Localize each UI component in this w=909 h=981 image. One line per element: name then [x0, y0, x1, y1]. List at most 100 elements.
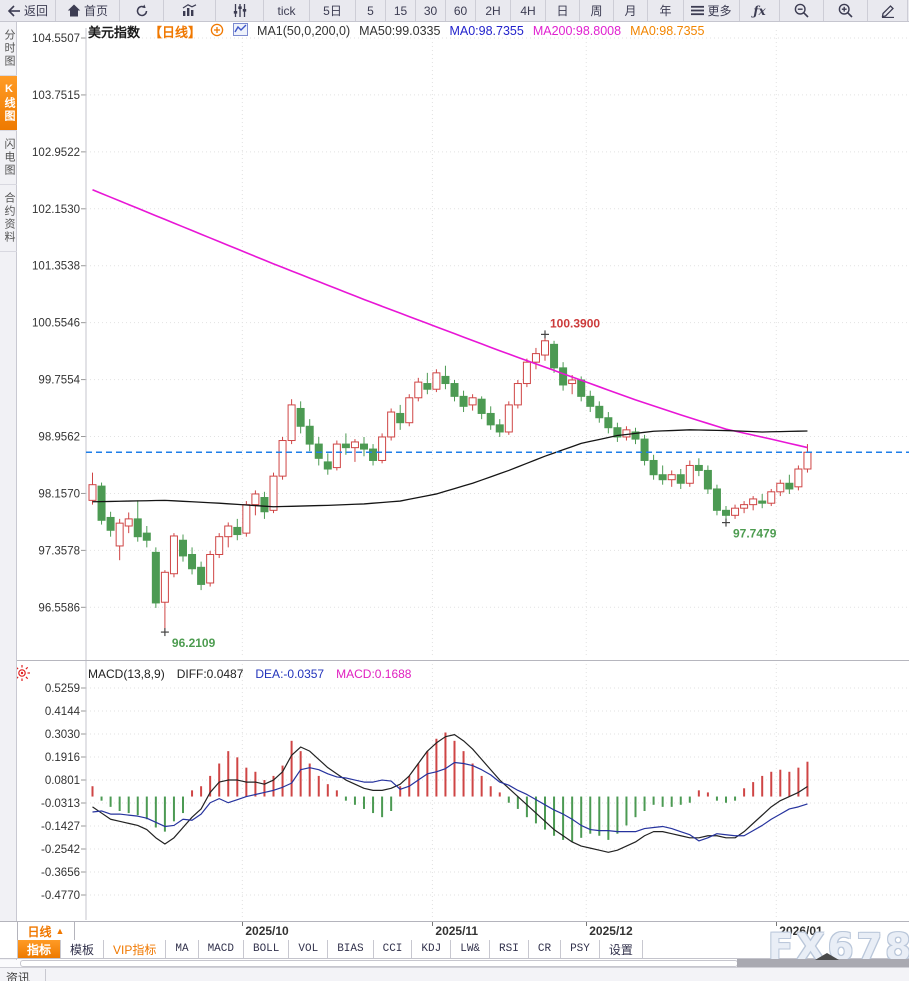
ma0-blue-value: MA0:98.7355: [449, 24, 524, 38]
toolbar-tick-button[interactable]: tick: [264, 0, 310, 21]
toolbar-week-button[interactable]: 周: [580, 0, 614, 21]
toolbar-m5-button[interactable]: 5: [356, 0, 386, 21]
svg-text:-0.3656: -0.3656: [41, 867, 80, 879]
indicator-tab-CR[interactable]: CR: [529, 940, 562, 958]
toolbar-home-button[interactable]: 首页: [56, 0, 120, 21]
grid-lines: [17, 28, 909, 920]
top-toolbar: 返回 首页 tick 5日 5 15 30 60 2H 4H 日 周 月 年 更多 ƒx: [0, 0, 909, 22]
add-indicator-icon[interactable]: [210, 23, 224, 40]
svg-text:-0.4770: -0.4770: [41, 890, 80, 902]
toolbar-home-label: 首页: [83, 4, 108, 18]
svg-text:104.5507: 104.5507: [32, 33, 80, 45]
sidebar-tab-3[interactable]: 合约资料: [0, 185, 17, 252]
toolbar-m15-label: 15: [393, 3, 408, 18]
svg-text:-0.0313: -0.0313: [41, 798, 80, 810]
x-axis-tick: [586, 922, 588, 926]
indicator-settings-icon: [233, 4, 247, 17]
candlesticks: [88, 334, 812, 633]
indicator-tab-BIAS[interactable]: BIAS: [328, 940, 374, 958]
toolbar-fx-button[interactable]: ƒx: [740, 0, 780, 21]
collapse-arrow-icon[interactable]: [815, 953, 839, 960]
toolbar-zoom-out-icon[interactable]: [780, 0, 824, 21]
svg-text:102.9522: 102.9522: [32, 147, 80, 159]
indicator-tab-RSI[interactable]: RSI: [490, 940, 529, 958]
toolbar-zoom-in-icon[interactable]: [824, 0, 868, 21]
x-axis-tick: [242, 922, 244, 926]
svg-text:0.4144: 0.4144: [45, 706, 81, 718]
toolbar-back-button[interactable]: 返回: [0, 0, 56, 21]
indicator-tab-VOL[interactable]: VOL: [289, 940, 329, 958]
indicator-tab-LW&[interactable]: LW&: [451, 940, 491, 958]
indicator-tab-MACD[interactable]: MACD: [199, 940, 244, 958]
home-icon: [67, 4, 81, 17]
indicator-tab-指标[interactable]: 指标: [17, 940, 62, 958]
indicator-tab-BOLL[interactable]: BOLL: [244, 940, 290, 958]
svg-text:0.1916: 0.1916: [45, 752, 80, 764]
indicator-tab-设置[interactable]: 设置: [600, 940, 643, 958]
toolbar-year-button[interactable]: 年: [648, 0, 684, 21]
period-label: 【日线】: [149, 24, 202, 40]
chart-type-sidebar: 分时图 K线图 闪电图 合约资料: [0, 22, 17, 980]
toolbar-m60-button[interactable]: 60: [446, 0, 476, 21]
toolbar-h4-button[interactable]: 4H: [511, 0, 546, 21]
toolbar-month-button[interactable]: 月: [614, 0, 648, 21]
macd-dea-line: [92, 761, 808, 842]
toolbar-back-label: 返回: [23, 4, 48, 18]
indicator-tab-MA[interactable]: MA: [166, 940, 199, 958]
price-annotations: 100.3900 96.2109 97.7479: [160, 316, 777, 650]
indicator-tab-模板[interactable]: 模板: [61, 940, 105, 958]
toolbar-more-button[interactable]: 更多: [684, 0, 740, 21]
toolbar-chart-style-icon[interactable]: [164, 0, 216, 21]
sidebar-tab-2[interactable]: 闪电图: [0, 131, 17, 185]
chart-hscrollbar[interactable]: [0, 953, 909, 967]
period-dropdown[interactable]: 日线 ▲: [17, 922, 75, 940]
svg-text:98.1570: 98.1570: [38, 488, 80, 500]
macd-macd-value: MACD:0.1688: [336, 667, 412, 681]
macd-diff-value: DIFF:0.0487: [176, 667, 244, 681]
sidebar-tab-1[interactable]: K线图: [0, 76, 17, 131]
ma0-orange-value: MA0:98.7355: [630, 24, 705, 38]
toolbar-day-button[interactable]: 日: [546, 0, 580, 21]
toolbar-indicator-settings-icon[interactable]: [216, 0, 264, 21]
sidebar-tab-0[interactable]: 分时图: [0, 22, 17, 76]
toolbar-m30-label: 30: [423, 3, 438, 18]
toolbar-m15-button[interactable]: 15: [386, 0, 416, 21]
toolbar-h2-button[interactable]: 2H: [476, 0, 511, 21]
svg-text:0.3030: 0.3030: [45, 729, 80, 741]
toolbar-5d-button[interactable]: 5日: [310, 0, 356, 21]
svg-text:102.1530: 102.1530: [32, 204, 80, 216]
x-axis-tick: [776, 922, 778, 926]
toolbar-month-label: 月: [624, 4, 637, 18]
svg-text:97.7479: 97.7479: [733, 527, 777, 541]
ma50-value: MA50:99.0335: [359, 24, 441, 38]
news-tab[interactable]: 资讯: [0, 969, 46, 981]
x-axis-label: 2026/01: [779, 924, 823, 938]
indicator-tab-CCI[interactable]: CCI: [374, 940, 413, 958]
indicator-tab-KDJ[interactable]: KDJ: [412, 940, 452, 958]
toolbar-5d-label: 5日: [323, 4, 342, 18]
indicator-tab-VIP指标[interactable]: VIP指标: [104, 940, 167, 958]
mini-chart-icon[interactable]: [233, 23, 249, 39]
toolbar-m30-button[interactable]: 30: [416, 0, 446, 21]
period-dropdown-label: 日线: [27, 924, 52, 939]
macd-dea-value: DEA:-0.0357: [255, 667, 325, 681]
toolbar-tick-label: tick: [277, 3, 296, 18]
indicator-tab-PSY[interactable]: PSY: [561, 940, 600, 958]
toolbar-draw-icon[interactable]: [868, 0, 908, 21]
toolbar-year-label: 年: [659, 4, 672, 18]
indicator-tab-bar: 指标 模板 VIP指标 MA MACD BOLL VOL BIAS CCI KDJ LW& RSI CR…: [0, 940, 909, 959]
toolbar-day-label: 日: [556, 4, 569, 18]
hscrollbar-track-right[interactable]: [737, 959, 909, 967]
bottom-bar: 资讯: [0, 967, 909, 981]
toolbar-h2-label: 2H: [485, 3, 501, 18]
svg-text:96.2109: 96.2109: [172, 636, 216, 650]
ma200-line: [92, 189, 808, 449]
toolbar-refresh-icon[interactable]: [120, 0, 164, 21]
zoom-out-icon: [794, 3, 809, 18]
toolbar-week-label: 周: [590, 4, 603, 18]
svg-text:98.9562: 98.9562: [38, 432, 80, 444]
hscrollbar-thumb[interactable]: [20, 960, 738, 967]
svg-text:-0.2542: -0.2542: [41, 844, 80, 856]
